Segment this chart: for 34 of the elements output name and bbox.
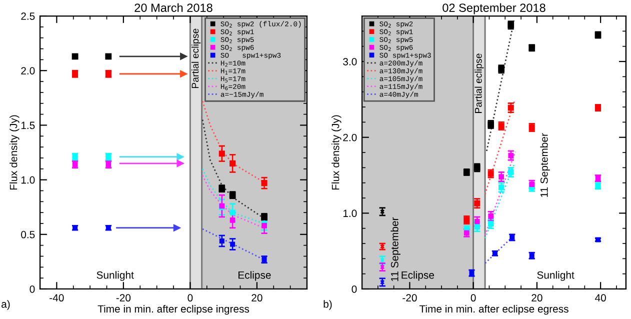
x-tick-label: -40 [50, 294, 64, 302]
text: a) [2, 300, 10, 310]
y-tick-label: 0.5 [21, 230, 35, 238]
y-tick-label: 1.0 [343, 210, 357, 218]
annotation: 11 September [540, 133, 550, 197]
annotation: 11 September [390, 217, 400, 282]
y-tick-label: 1.0 [21, 176, 35, 184]
y-tick-label: 0 [352, 286, 357, 293]
y-tick-label: 1.5 [21, 122, 35, 130]
y-tick-label: 0 [30, 286, 35, 293]
text: b) [324, 300, 332, 310]
x-tick-label: -20 [116, 294, 131, 302]
x-tick-label: 0 [470, 294, 476, 302]
band-label: Sunlight [537, 271, 574, 281]
x-tick-label: -20 [402, 294, 417, 302]
band-label: Partial eclipse [474, 54, 484, 113]
x-tick-label: 20 [252, 294, 262, 302]
x-tick-label: 0 [188, 294, 193, 302]
band-label: Sunlight [96, 271, 134, 281]
y-axis-title: Flux density (Jy) [332, 115, 342, 190]
band-label: Eclipse [238, 271, 271, 281]
y-axis-title: Flux density (Jy) [10, 115, 20, 190]
x-tick-label: 20 [532, 294, 542, 302]
y-tick-label: 2.5 [21, 12, 35, 20]
x-axis-title: Time in min. after eclipse egress [419, 304, 568, 315]
chart-title: 02 September 2018 [442, 3, 546, 14]
x-tick-label: 40 [595, 294, 606, 302]
x-axis-title: Time in min. after eclipse ingress [98, 304, 250, 315]
y-tick-label: 2.0 [21, 67, 35, 74]
y-tick-label: 2.0 [343, 134, 357, 142]
band-label: Eclipse [402, 271, 434, 281]
band-label: Partial eclipse [191, 28, 201, 88]
y-tick-label: 3.0 [343, 58, 357, 66]
chart-title: 20 March 2018 [134, 3, 212, 12]
